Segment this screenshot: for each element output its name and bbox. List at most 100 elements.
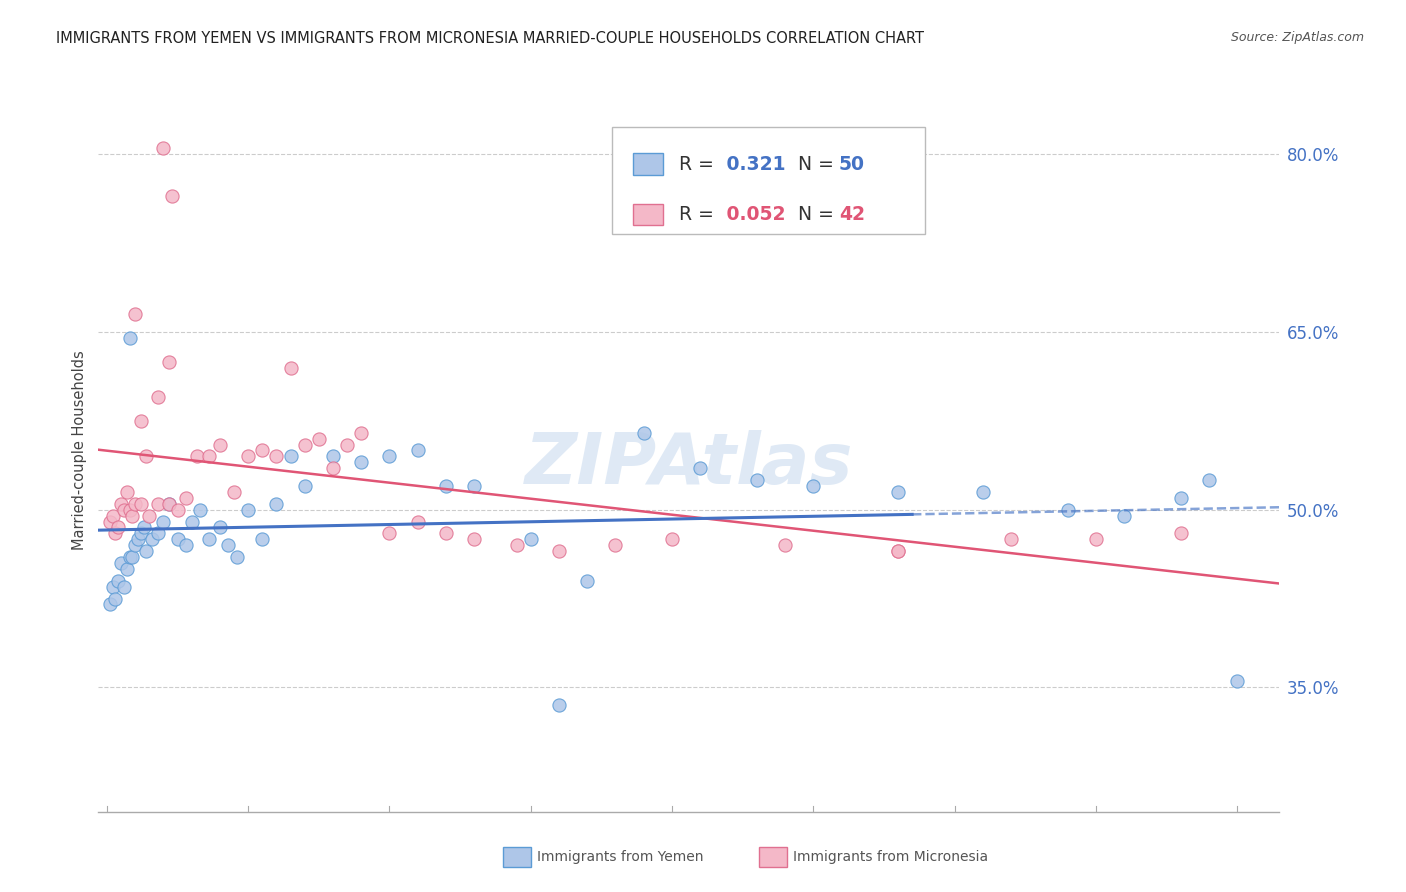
- Point: [107, 574, 129, 588]
- Point: [505, 538, 527, 552]
- Point: [112, 502, 135, 516]
- Text: Source: ZipAtlas.com: Source: ZipAtlas.com: [1230, 31, 1364, 45]
- Point: [350, 425, 373, 440]
- Text: 50: 50: [839, 154, 865, 174]
- Point: [121, 550, 143, 565]
- Text: 42: 42: [839, 205, 865, 224]
- Point: [252, 443, 274, 458]
- Point: [266, 450, 288, 464]
- Point: [107, 520, 129, 534]
- Point: [294, 437, 316, 451]
- Point: [548, 544, 571, 558]
- Point: [129, 414, 152, 428]
- Point: [463, 533, 485, 547]
- Text: 0.321: 0.321: [720, 154, 785, 174]
- Point: [350, 455, 373, 469]
- Point: [689, 461, 711, 475]
- Text: R =: R =: [679, 154, 720, 174]
- Point: [406, 515, 429, 529]
- Point: [208, 437, 231, 451]
- Point: [661, 533, 683, 547]
- Point: [129, 497, 152, 511]
- Point: [322, 450, 344, 464]
- Text: ZIPAtlas: ZIPAtlas: [524, 431, 853, 500]
- Point: [141, 533, 163, 547]
- Point: [188, 502, 211, 516]
- Point: [174, 491, 197, 505]
- Point: [127, 533, 149, 547]
- Point: [633, 425, 655, 440]
- Point: [1226, 674, 1249, 689]
- Point: [252, 533, 274, 547]
- Text: Immigrants from Yemen: Immigrants from Yemen: [537, 850, 703, 864]
- Point: [115, 562, 138, 576]
- Text: 0.052: 0.052: [720, 205, 785, 224]
- Point: [124, 307, 146, 321]
- Point: [280, 450, 302, 464]
- Point: [887, 544, 910, 558]
- Point: [118, 502, 141, 516]
- Point: [576, 574, 599, 588]
- FancyBboxPatch shape: [634, 203, 664, 226]
- Point: [104, 526, 127, 541]
- Point: [174, 538, 197, 552]
- Point: [129, 526, 152, 541]
- Point: [294, 479, 316, 493]
- Point: [548, 698, 571, 712]
- Point: [1084, 533, 1107, 547]
- Point: [238, 450, 260, 464]
- Point: [186, 450, 208, 464]
- Point: [104, 591, 127, 606]
- Point: [157, 497, 180, 511]
- Y-axis label: Married-couple Households: Married-couple Households: [72, 351, 87, 550]
- Point: [121, 508, 143, 523]
- Point: [1170, 526, 1192, 541]
- Point: [238, 502, 260, 516]
- Point: [1198, 473, 1220, 487]
- Text: Immigrants from Micronesia: Immigrants from Micronesia: [793, 850, 988, 864]
- Point: [434, 479, 457, 493]
- Point: [773, 538, 796, 552]
- Point: [98, 598, 121, 612]
- Point: [217, 538, 239, 552]
- Point: [110, 556, 132, 570]
- Point: [434, 526, 457, 541]
- Point: [463, 479, 485, 493]
- Point: [266, 497, 288, 511]
- Point: [745, 473, 768, 487]
- Point: [1170, 491, 1192, 505]
- Text: N =: N =: [786, 154, 839, 174]
- Point: [378, 450, 401, 464]
- Text: N =: N =: [786, 205, 839, 224]
- Point: [308, 432, 330, 446]
- FancyBboxPatch shape: [634, 153, 664, 175]
- Point: [112, 580, 135, 594]
- Point: [118, 331, 141, 345]
- Point: [180, 515, 202, 529]
- Point: [135, 450, 157, 464]
- Point: [118, 550, 141, 565]
- Point: [887, 484, 910, 499]
- Point: [166, 533, 188, 547]
- Point: [124, 497, 146, 511]
- Point: [1112, 508, 1135, 523]
- Point: [197, 533, 219, 547]
- Point: [208, 520, 231, 534]
- Point: [336, 437, 359, 451]
- Point: [146, 526, 169, 541]
- Point: [101, 580, 124, 594]
- Point: [166, 502, 188, 516]
- Point: [605, 538, 627, 552]
- Point: [406, 443, 429, 458]
- Point: [225, 550, 247, 565]
- FancyBboxPatch shape: [612, 127, 925, 234]
- Point: [132, 520, 155, 534]
- Point: [1000, 533, 1022, 547]
- FancyBboxPatch shape: [503, 847, 531, 867]
- Point: [801, 479, 824, 493]
- Point: [197, 450, 219, 464]
- Point: [519, 533, 541, 547]
- Point: [280, 360, 302, 375]
- Point: [146, 390, 169, 404]
- FancyBboxPatch shape: [759, 847, 787, 867]
